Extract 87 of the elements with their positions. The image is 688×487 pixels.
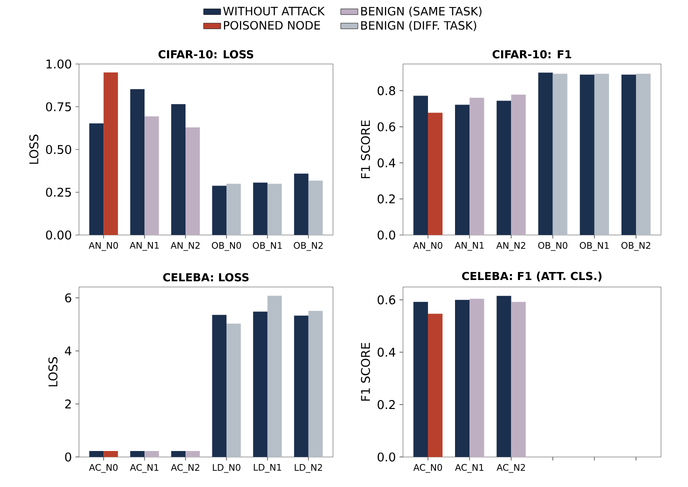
y-tick-label: 0.4 xyxy=(378,348,396,357)
bar xyxy=(212,314,226,457)
y-tick-label: 0.00 xyxy=(46,230,72,240)
y-tick-label: 0.2 xyxy=(378,194,395,204)
bar xyxy=(621,74,636,235)
x-tick-label: AN_N1 xyxy=(454,242,484,251)
y-tick-label: 0.25 xyxy=(46,188,71,197)
bar xyxy=(428,112,443,235)
bar xyxy=(496,100,512,235)
x-tick-label: AC_N1 xyxy=(130,464,158,473)
bar xyxy=(636,74,651,235)
bar xyxy=(130,451,145,457)
bar xyxy=(455,104,470,235)
bar xyxy=(89,123,104,235)
chart-title: CELEBA: F1 (ATT. CLS.) xyxy=(462,272,602,282)
y-tick-label: 0.6 xyxy=(378,122,396,132)
legend-label: BENIGN (DIFF. TASK) xyxy=(361,20,476,32)
bar xyxy=(413,96,428,235)
y-tick-label: 0.4 xyxy=(378,158,396,168)
bar xyxy=(104,451,118,457)
y-tick-label: 0.0 xyxy=(378,452,396,462)
bar xyxy=(253,312,268,457)
y-tick-label: 4 xyxy=(64,346,72,356)
y-axis-title: F1 SCORE xyxy=(360,120,370,178)
y-axis-title: F1 SCORE xyxy=(360,342,370,401)
x-tick-label: LD_N2 xyxy=(294,464,322,473)
y-axis-title: LOSS xyxy=(48,357,58,386)
y-tick-label: 0.0 xyxy=(378,230,396,240)
bar xyxy=(130,89,145,235)
x-tick-label: LD_N0 xyxy=(212,464,240,473)
bar xyxy=(267,296,282,457)
x-tick-label: AC_N0 xyxy=(413,464,442,473)
bar xyxy=(267,184,282,235)
bar xyxy=(308,180,323,235)
bar xyxy=(104,72,118,235)
y-tick-label: 0.75 xyxy=(46,102,71,112)
x-tick-label: AC_N2 xyxy=(170,464,200,473)
y-tick-label: 2 xyxy=(65,399,71,408)
y-tick-label: 0.8 xyxy=(378,86,396,96)
legend-label: BENIGN (SAME TASK) xyxy=(361,6,482,17)
x-tick-label: AC_N1 xyxy=(455,464,484,473)
bar xyxy=(253,182,268,235)
x-tick-label: AC_N0 xyxy=(89,464,118,473)
bar xyxy=(552,74,568,235)
x-tick-label: AN_N2 xyxy=(170,242,200,251)
x-tick-label: OB_N2 xyxy=(621,242,650,251)
x-tick-label: AN_N0 xyxy=(88,242,118,251)
y-tick-label: 6 xyxy=(65,293,72,302)
x-tick-label: AN_N1 xyxy=(130,242,159,251)
x-tick-label: OB_N1 xyxy=(252,242,282,251)
x-tick-label: OB_N2 xyxy=(294,242,323,251)
bar xyxy=(580,74,594,235)
x-tick-label: OB_N0 xyxy=(538,242,568,251)
bar xyxy=(186,451,200,457)
bar xyxy=(171,451,186,457)
bar xyxy=(226,184,241,235)
bar xyxy=(186,127,200,235)
bar xyxy=(294,174,308,235)
bar xyxy=(594,74,609,235)
bar xyxy=(308,310,323,457)
y-tick-label: 0.6 xyxy=(378,295,396,304)
legend-label: WITHOUT ATTACK xyxy=(223,6,325,16)
bar xyxy=(144,116,159,235)
x-tick-label: AN_N2 xyxy=(496,242,526,251)
x-tick-label: OB_N1 xyxy=(580,242,609,251)
chart-title: CIFAR-10: F1 xyxy=(492,50,572,58)
y-tick-label: 0 xyxy=(65,452,72,462)
legend-label: POISONED NODE xyxy=(224,20,320,30)
bar xyxy=(226,324,241,457)
bar xyxy=(171,104,186,235)
x-tick-label: AC_N2 xyxy=(496,464,525,473)
bar xyxy=(212,186,226,235)
bar xyxy=(294,316,308,457)
x-tick-label: OB_N0 xyxy=(212,242,241,251)
chart-title: CELEBA: LOSS xyxy=(163,273,249,282)
y-tick-label: 0.50 xyxy=(46,144,72,154)
y-axis-title: LOSS xyxy=(29,134,38,164)
y-tick-label: 0.2 xyxy=(378,400,395,410)
bar xyxy=(144,451,159,457)
chart-title: CIFAR-10: LOSS xyxy=(158,50,254,58)
bar xyxy=(511,94,526,235)
y-tick-label: 1.00 xyxy=(46,59,72,69)
bar xyxy=(470,98,484,235)
x-tick-label: LD_N1 xyxy=(254,464,282,473)
x-tick-label: AN_N0 xyxy=(413,242,442,251)
bar xyxy=(538,72,553,235)
bar xyxy=(89,451,104,457)
